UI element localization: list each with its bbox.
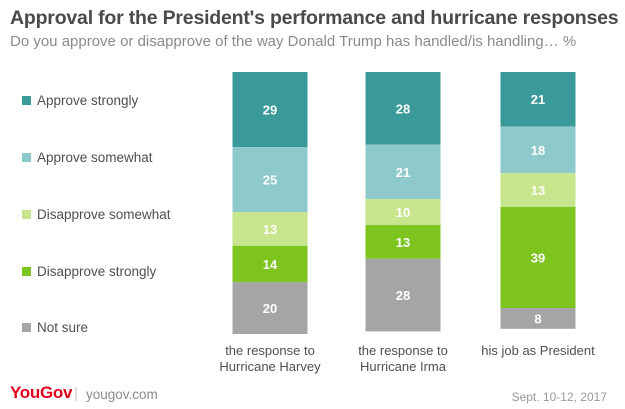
category-label-0-1: Hurricane Harvey — [219, 359, 321, 374]
legend-label-4: Not sure — [37, 320, 89, 335]
data-label-0-1: 28 — [396, 101, 410, 116]
bar-segment-3-0 — [232, 245, 308, 283]
bar-segment-1-2 — [500, 126, 576, 174]
bar-segment-3-2 — [500, 206, 576, 309]
data-label-3-1: 13 — [396, 235, 410, 250]
data-label-2-0: 13 — [263, 222, 277, 237]
bar-segment-0-2 — [500, 72, 576, 127]
category-label-2-0: his job as President — [481, 343, 595, 358]
legend-item-2: Disapprove somewhat — [22, 207, 171, 223]
footer-url: yougov.com — [86, 387, 158, 402]
legend-swatch-4 — [22, 322, 31, 332]
data-label-0-0: 29 — [263, 103, 277, 118]
bar-segment-4-1 — [365, 258, 441, 332]
data-label-1-1: 21 — [396, 165, 410, 180]
bar-segment-0-0 — [232, 72, 308, 148]
category-label-1-0: the response to — [358, 343, 448, 358]
legend-swatch-0 — [22, 95, 31, 105]
legend-item-1: Approve somewhat — [22, 150, 153, 166]
category-label-0-0: the response to — [225, 343, 315, 358]
legend-item-3: Disapprove strongly — [22, 264, 156, 280]
data-label-2-1: 10 — [396, 205, 410, 220]
bar-segment-2-2 — [500, 173, 576, 207]
bar-segment-3-1 — [365, 225, 441, 259]
bar-segment-4-2 — [500, 308, 576, 329]
bar-segment-1-1 — [365, 144, 441, 200]
footer-date: Sept. 10-12, 2017 — [511, 390, 607, 404]
yougov-logo: YouGov — [10, 383, 73, 402]
bar-segment-4-0 — [232, 282, 308, 334]
data-label-3-2: 39 — [531, 250, 545, 265]
data-label-4-0: 20 — [263, 301, 277, 316]
data-label-0-2: 21 — [531, 92, 545, 107]
bar-segment-2-1 — [365, 199, 441, 226]
legend-label-1: Approve somewhat — [37, 150, 153, 165]
bar-segment-1-0 — [232, 147, 308, 213]
legend-swatch-1 — [22, 152, 31, 162]
data-label-2-2: 13 — [531, 183, 545, 198]
category-label-1-1: Hurricane Irma — [360, 359, 447, 374]
chart-title: Approval for the President's performance… — [10, 7, 619, 29]
legend-swatch-2 — [22, 209, 31, 219]
legend-item-4: Not sure — [22, 320, 88, 336]
chart-subtitle: Do you approve or disapprove of the way … — [10, 33, 577, 50]
legend-swatch-3 — [22, 266, 31, 276]
legend-label-2: Disapprove somewhat — [37, 207, 171, 222]
data-label-4-2: 8 — [534, 311, 541, 326]
data-label-4-1: 28 — [396, 288, 410, 303]
legend-label-3: Disapprove strongly — [37, 264, 157, 279]
legend-item-0: Approve strongly — [22, 93, 138, 109]
bar-segment-0-1 — [365, 72, 441, 145]
data-label-1-0: 25 — [263, 173, 277, 188]
data-label-1-2: 18 — [531, 143, 545, 158]
data-label-3-0: 14 — [263, 257, 278, 272]
bar-segment-2-0 — [232, 212, 308, 246]
legend-label-0: Approve strongly — [37, 93, 139, 108]
footer-separator: | — [74, 385, 78, 402]
